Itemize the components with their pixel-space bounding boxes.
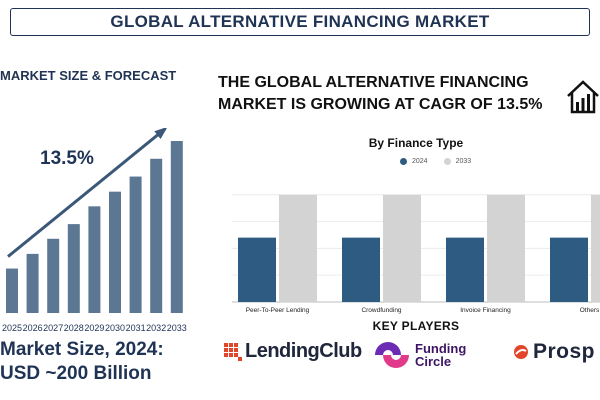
cagr-heading: THE GLOBAL ALTERNATIVE FINANCING MARKET …: [218, 74, 543, 113]
finance-category-label: Others: [580, 307, 600, 314]
finance-bar-2033: [279, 194, 317, 302]
forecast-bar-2025: [6, 268, 18, 313]
forecast-bar-2027: [47, 238, 60, 313]
fundingcircle-logo: Funding Circle: [373, 340, 466, 370]
forecast-year-label: 2033: [167, 323, 187, 333]
forecast-year-label: 2028: [64, 323, 84, 333]
fundingcircle-name-line2: Circle: [415, 354, 452, 369]
forecast-bar-2030: [109, 191, 121, 313]
legend-label-2033: 2033: [455, 158, 472, 165]
prosper-logo-icon: [514, 345, 528, 359]
fundingcircle-name-line1: Funding: [415, 341, 467, 356]
house-growth-icon: [567, 80, 599, 114]
forecast-bar-2032: [150, 158, 163, 313]
finance-bar-2033: [591, 194, 600, 302]
market-size-label: Market Size, 2024:: [0, 339, 164, 360]
forecast-bar-2033: [170, 141, 183, 313]
forecast-bar-2029: [88, 206, 101, 313]
finance-bar-2033: [487, 194, 525, 302]
forecast-bar-2026: [26, 253, 39, 313]
finance-type-chart: Peer-To-Peer Lending Crowdfunding Invoice …: [232, 194, 600, 314]
forecast-year-label: 2027: [43, 323, 63, 333]
finance-bar-2024: [550, 237, 588, 302]
finance-type-chart-title: By Finance Type: [368, 136, 464, 150]
finance-category-label: Crowdfunding: [361, 307, 401, 314]
forecast-bar-2028: [67, 224, 80, 313]
page-title: GLOBAL ALTERNATIVE FINANCING MARKET: [10, 8, 590, 36]
key-players-title: KEY PLAYERS: [372, 319, 460, 333]
forecast-year-label: 2030: [105, 323, 125, 333]
finance-bar-2033: [383, 194, 421, 302]
forecast-year-label: 2025: [2, 323, 22, 333]
finance-bar-2024: [342, 237, 380, 302]
market-size-summary: Market Size, 2024: USD ~200 Billion: [0, 338, 210, 386]
lendingclub-logo-icon: [224, 342, 242, 361]
lendingclub-logo: LendingClub: [224, 340, 362, 363]
finance-type-legend: 2024 2033: [400, 158, 471, 165]
legend-item-2024: 2024: [400, 158, 428, 165]
legend-swatch-2033: [443, 158, 451, 165]
legend-item-2033: 2033: [443, 158, 472, 165]
market-size-value: USD ~200 Billion: [0, 363, 152, 384]
forecast-year-label: 2026: [23, 323, 43, 333]
trend-arrow-head: [154, 128, 167, 139]
legend-swatch-2024: [400, 158, 407, 165]
finance-bar-2024: [238, 237, 276, 302]
lendingclub-name: LendingClub: [245, 340, 362, 362]
prosper-name: Prosp: [533, 340, 596, 363]
prosper-logo: Prosp: [513, 340, 595, 364]
market-forecast-chart: 2025 2026 2027 2028 2029 2030 2031 2032 2033 13.5…: [2, 128, 187, 333]
forecast-year-label: 2029: [84, 323, 104, 333]
cagr-annotation: 13.5%: [40, 148, 94, 169]
forecast-year-label: 2031: [126, 323, 146, 333]
legend-label-2024: 2024: [412, 158, 428, 165]
finance-bar-2024: [446, 237, 484, 302]
fundingcircle-name: Funding Circle: [415, 342, 466, 368]
trend-arrow-line: [7, 128, 167, 258]
finance-category-label: Invoice Financing: [460, 307, 511, 314]
fundingcircle-logo-icon: [375, 342, 409, 368]
forecast-bar-2031: [129, 176, 142, 313]
market-size-heading: MARKET SIZE & FORECAST: [0, 68, 177, 83]
finance-category-label: Peer-To-Peer Lending: [246, 307, 310, 314]
forecast-year-label: 2032: [146, 323, 166, 333]
